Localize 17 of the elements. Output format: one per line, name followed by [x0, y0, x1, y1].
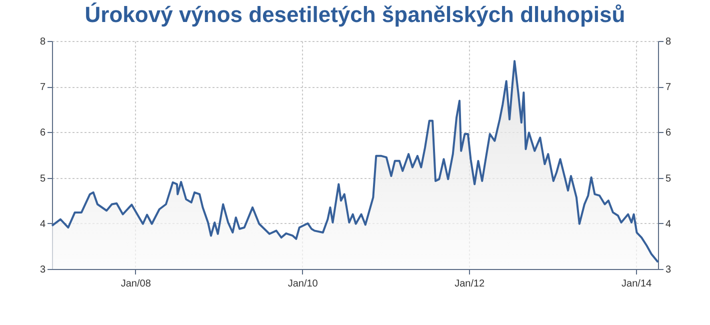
y2-tick-label: 8	[666, 36, 672, 48]
y2-tick-label: 4	[666, 218, 672, 230]
y-tick-label: 7	[40, 82, 46, 94]
y2-tick-label: 6	[666, 128, 672, 139]
x-tick-label: Jan/14	[622, 278, 652, 290]
y2-tick-label: 3	[666, 264, 672, 276]
x-tick-label: Jan/10	[288, 278, 318, 290]
y2-tick-label: 5	[666, 173, 672, 184]
x-tick-label: Jan/08	[120, 278, 152, 290]
y-tick-label: 5	[40, 173, 46, 184]
chart-title: Úrokový výnos desetiletých španělských dluhopisů	[84, 2, 626, 27]
y2-tick-label: 7	[666, 82, 672, 94]
y-tick-label: 8	[40, 36, 46, 48]
y-tick-label: 4	[40, 218, 46, 230]
y-tick-label: 3	[40, 264, 46, 276]
y-tick-label: 6	[40, 128, 46, 139]
x-tick-label: Jan/12	[454, 278, 486, 290]
